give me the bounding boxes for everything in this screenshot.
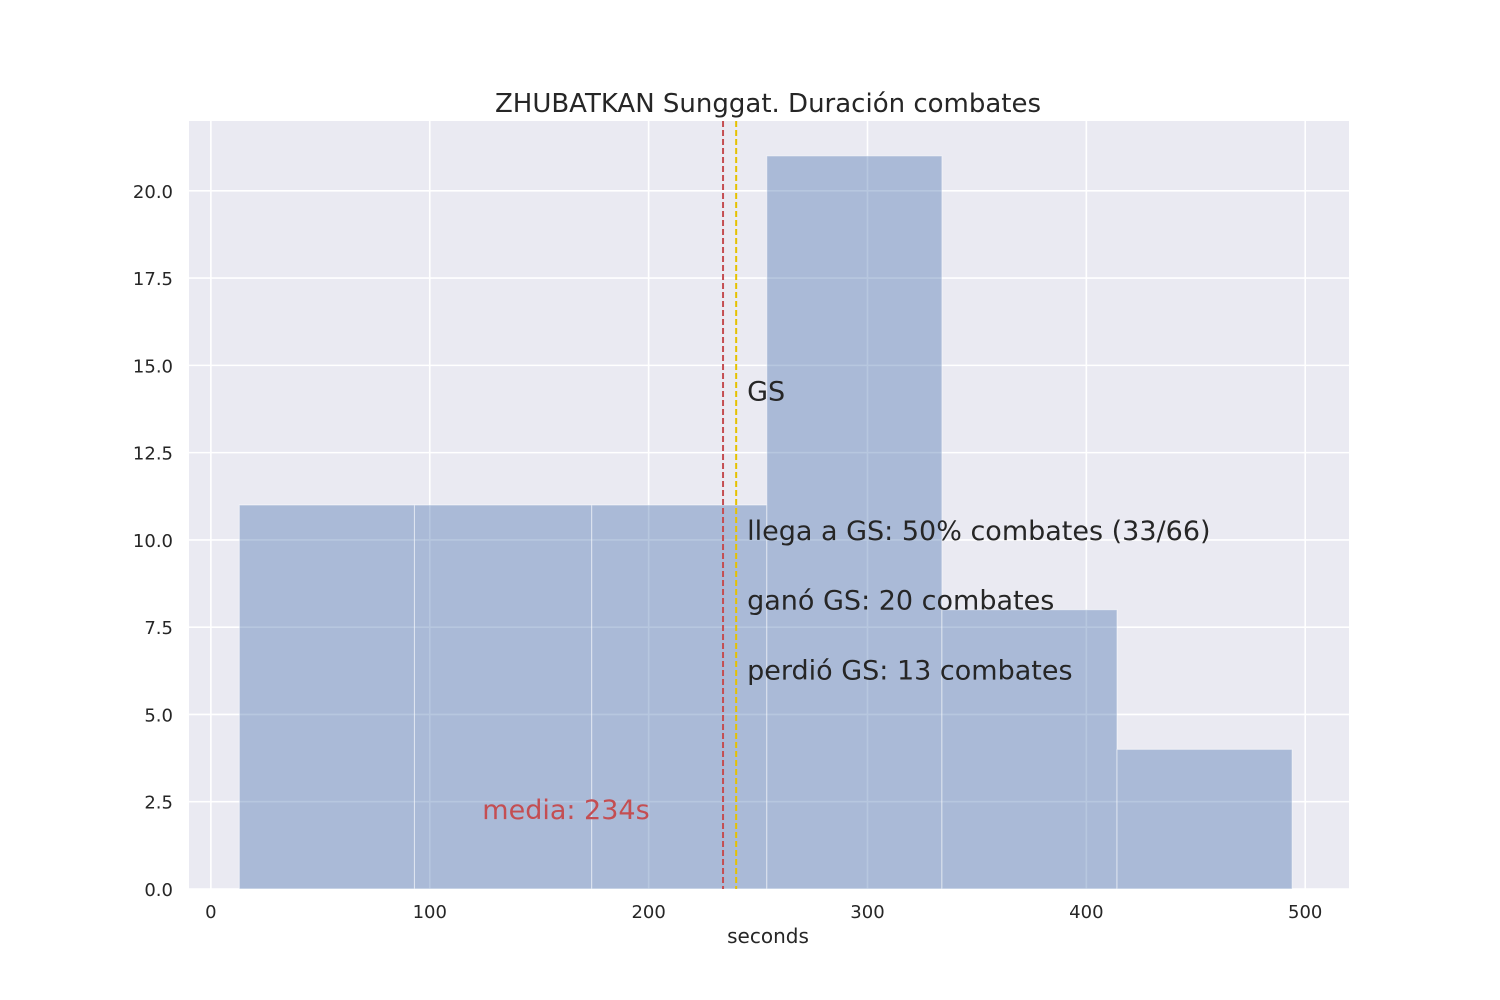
x-tick-label: 200 xyxy=(631,902,665,923)
x-tick-label: 500 xyxy=(1288,902,1322,923)
chart-title: ZHUBATKAN Sunggat. Duración combates xyxy=(495,89,1041,119)
y-tick-label: 10.0 xyxy=(133,531,173,552)
x-tick-label: 100 xyxy=(413,902,447,923)
gs-annotation: llega a GS: 50% combates (33/66) xyxy=(747,516,1210,547)
histogram-bar xyxy=(413,504,593,890)
y-tick-label: 5.0 xyxy=(144,705,173,726)
y-tick-label: 20.0 xyxy=(133,182,173,203)
reference-lines xyxy=(722,121,738,889)
y-axis-ticks: 0.0 2.5 5.0 7.5 10.0 12.5 15.0 17.5 20.0 xyxy=(133,182,173,901)
x-tick-label: 300 xyxy=(850,902,884,923)
y-tick-label: 12.5 xyxy=(133,444,173,465)
y-tick-label: 2.5 xyxy=(144,793,173,814)
x-axis-label: seconds xyxy=(727,924,809,948)
annotations: GS llega a GS: 50% combates (33/66) ganó G… xyxy=(482,376,1210,826)
y-tick-label: 15.0 xyxy=(133,356,173,377)
x-tick-label: 400 xyxy=(1069,902,1103,923)
mean-annotation: media: 234s xyxy=(482,795,649,826)
histogram-bar xyxy=(1116,748,1293,890)
histogram-bar xyxy=(591,504,768,890)
y-tick-label: 7.5 xyxy=(144,618,173,639)
gs-annotation: ganó GS: 20 combates xyxy=(747,586,1054,617)
gs-annotation: GS xyxy=(747,376,785,407)
histogram-bar xyxy=(941,609,1118,890)
histogram-bars xyxy=(238,155,1293,890)
gs-annotation: perdió GS: 13 combates xyxy=(747,656,1072,687)
histogram-bar xyxy=(238,504,415,890)
y-tick-label: 0.0 xyxy=(144,880,173,901)
y-tick-label: 17.5 xyxy=(133,269,173,290)
x-axis-ticks: 0 100 200 300 400 500 xyxy=(205,902,1322,923)
grid-lines xyxy=(189,121,1349,890)
x-tick-label: 0 xyxy=(205,902,216,923)
histogram-bar xyxy=(766,155,943,890)
